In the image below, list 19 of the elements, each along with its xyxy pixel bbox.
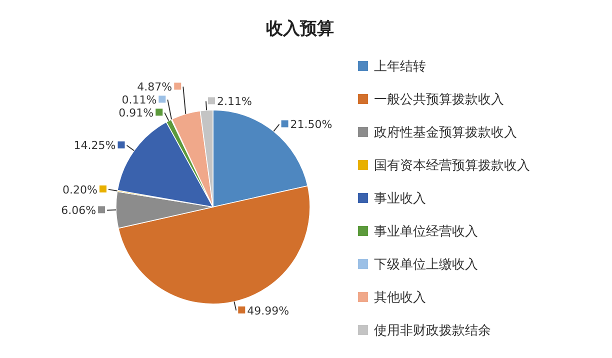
chart-title: 收入预算 xyxy=(266,19,334,39)
legend-label: 下级单位上缴收入 xyxy=(374,258,478,273)
data-label: 14.25% xyxy=(74,139,116,152)
data-label: 4.87% xyxy=(137,80,172,94)
legend-label: 国有资本经营预算拨款收入 xyxy=(374,158,530,174)
data-label: 2.11% xyxy=(216,95,252,108)
data-label: 6.06% xyxy=(61,204,96,218)
data-label: 49.99% xyxy=(247,304,290,318)
data-label: 0.20% xyxy=(62,183,98,196)
data-label: 0.11% xyxy=(122,94,157,107)
legend-label: 上年结转 xyxy=(374,60,426,75)
legend-label: 一般公共预算拨款收入 xyxy=(374,92,504,108)
data-label: 21.50% xyxy=(290,118,332,132)
legend-label: 其他收入 xyxy=(374,290,426,306)
data-label: 0.91% xyxy=(118,106,154,120)
legend-label: 事业单位经营收入 xyxy=(374,224,478,240)
legend-label: 使用非财政拨款结余 xyxy=(374,324,491,339)
legend-label: 政府性基金预算拨款收入 xyxy=(374,124,517,141)
legend-label: 事业收入 xyxy=(374,192,426,207)
